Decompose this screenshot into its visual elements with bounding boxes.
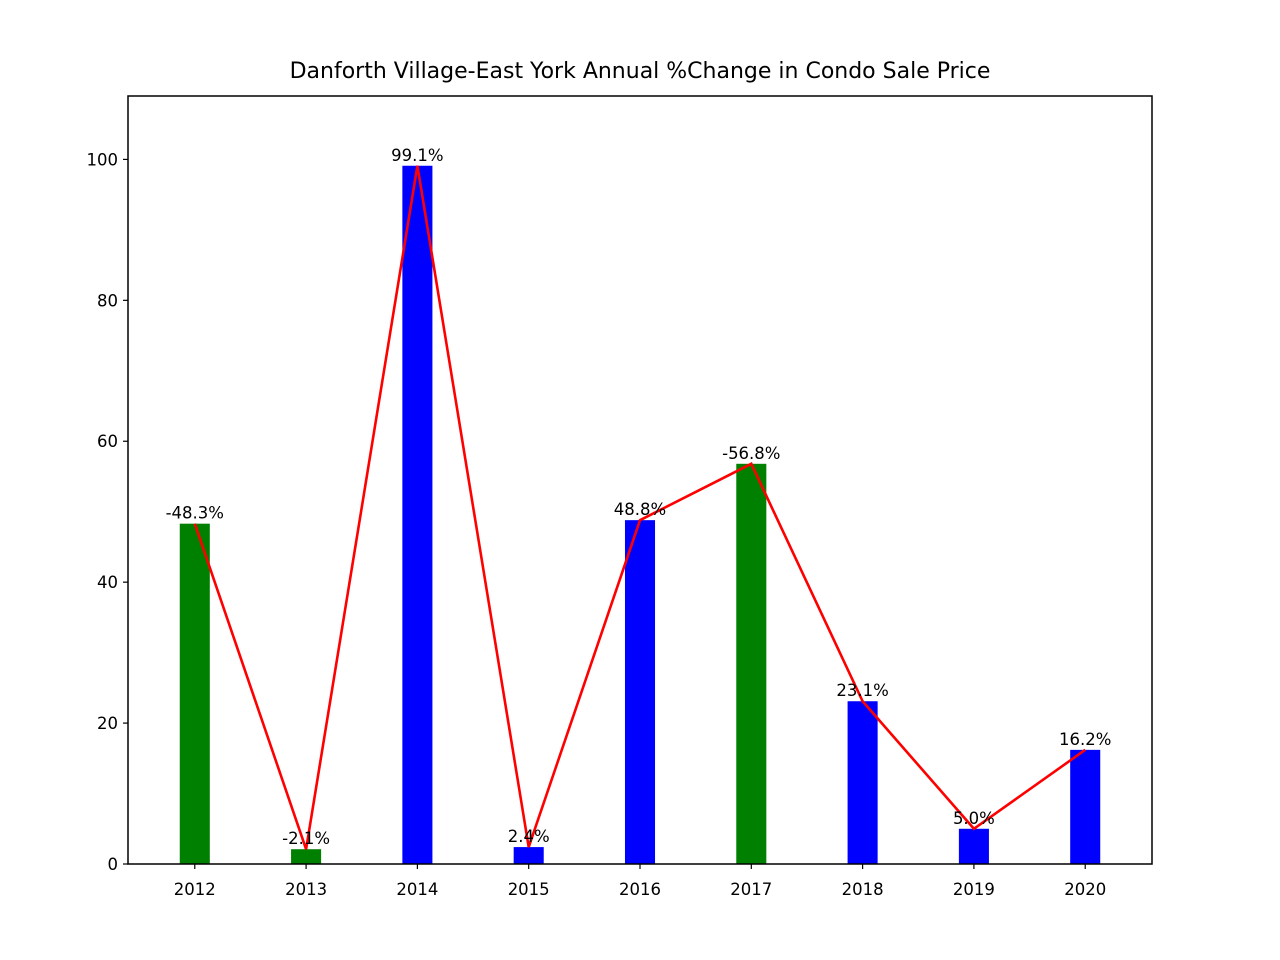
bar-2019 bbox=[958, 828, 989, 864]
y-tick-label-0: 0 bbox=[108, 855, 119, 874]
trend-line bbox=[193, 165, 1086, 850]
bar-2012 bbox=[179, 523, 210, 864]
x-axis: 2012 2013 2014 2015 2016 2017 2018 2019 2020 bbox=[174, 864, 1106, 899]
bars-group bbox=[179, 165, 1101, 864]
x-tick-label-2017: 2017 bbox=[730, 880, 772, 899]
line-group bbox=[193, 165, 1086, 850]
x-tick-label-2020: 2020 bbox=[1064, 880, 1106, 899]
x-tick-label-2012: 2012 bbox=[174, 880, 216, 899]
data-label-2013: -2.1% bbox=[282, 829, 330, 848]
data-label-2012: -48.3% bbox=[166, 504, 224, 523]
data-label-2017: -56.8% bbox=[722, 444, 780, 463]
data-label-2019: 5.0% bbox=[953, 809, 995, 828]
bar-2014 bbox=[402, 165, 433, 864]
y-axis: 0 20 40 60 80 100 bbox=[87, 150, 128, 874]
chart-title: Danforth Village-East York Annual %Chang… bbox=[290, 59, 991, 84]
x-tick-label-2019: 2019 bbox=[953, 880, 995, 899]
bar-2020 bbox=[1070, 749, 1101, 864]
x-tick-label-2015: 2015 bbox=[508, 880, 550, 899]
y-tick-label-40: 40 bbox=[97, 573, 118, 592]
data-label-2016: 48.8% bbox=[614, 500, 666, 519]
y-tick-label-20: 20 bbox=[97, 714, 118, 733]
x-tick-label-2013: 2013 bbox=[285, 880, 327, 899]
bar-2015 bbox=[513, 847, 544, 864]
x-tick-label-2016: 2016 bbox=[619, 880, 661, 899]
data-labels-group: -48.3% -2.1% 99.1% 2.4% 48.8% -56.8% 23.1% 5.0%… bbox=[166, 146, 1112, 848]
bar-2018 bbox=[847, 701, 878, 864]
bar-2016 bbox=[624, 520, 656, 864]
data-label-2014: 99.1% bbox=[391, 146, 443, 165]
data-label-2015: 2.4% bbox=[508, 827, 550, 846]
y-tick-label-80: 80 bbox=[97, 291, 118, 310]
data-label-2020: 16.2% bbox=[1059, 730, 1111, 749]
bar-2013 bbox=[291, 849, 322, 864]
x-tick-label-2014: 2014 bbox=[396, 880, 438, 899]
data-label-2018: 23.1% bbox=[836, 681, 888, 700]
y-tick-label-60: 60 bbox=[97, 432, 118, 451]
x-tick-label-2018: 2018 bbox=[842, 880, 884, 899]
bar-2017 bbox=[736, 463, 767, 864]
y-tick-label-100: 100 bbox=[87, 150, 119, 169]
